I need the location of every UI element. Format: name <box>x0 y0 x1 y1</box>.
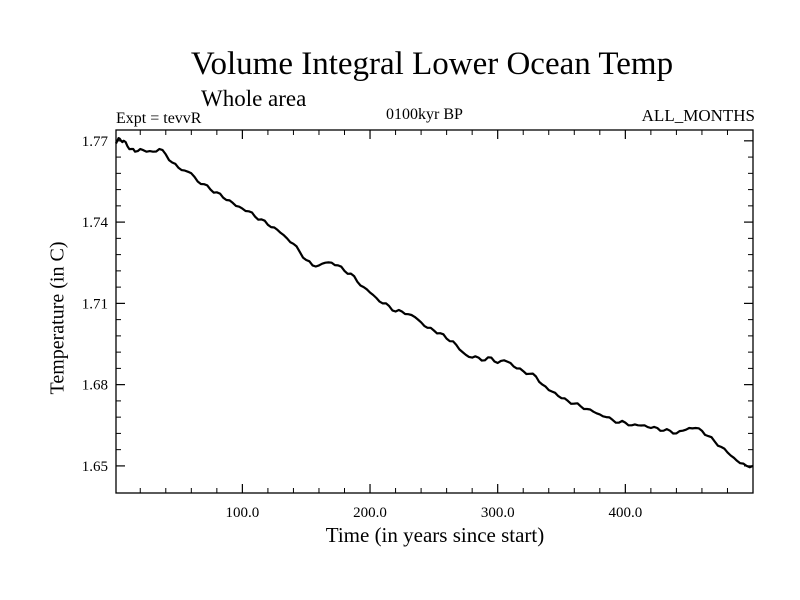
series-group <box>115 137 754 469</box>
tick-group <box>116 130 753 493</box>
tick-label-group: 100.0 200.0 300.0 400.0 1.65 1.68 1.71 1.74 1.77 <box>82 134 642 521</box>
x-axis-label: Time (in years since start) <box>325 523 545 547</box>
period-label: 0100kyr BP <box>386 106 463 123</box>
y-tick-label: 1.71 <box>82 296 108 312</box>
y-tick-label: 1.68 <box>82 378 108 394</box>
experiment-label: Expt = tevvR <box>116 110 202 127</box>
y-tick-label: 1.74 <box>82 215 109 231</box>
x-tick-label: 400.0 <box>608 505 642 521</box>
y-tick-label: 1.77 <box>82 134 109 150</box>
x-tick-label: 100.0 <box>226 505 260 521</box>
temperature-series-line <box>115 137 754 469</box>
plot-frame <box>115 129 754 494</box>
chart-title: Volume Integral Lower Ocean Temp <box>190 46 674 82</box>
chart-subtitle: Whole area <box>201 86 307 111</box>
y-tick-label: 1.65 <box>82 459 108 475</box>
x-tick-label: 300.0 <box>481 505 515 521</box>
x-tick-label: 200.0 <box>353 505 387 521</box>
months-label: ALL_MONTHS <box>641 106 755 125</box>
